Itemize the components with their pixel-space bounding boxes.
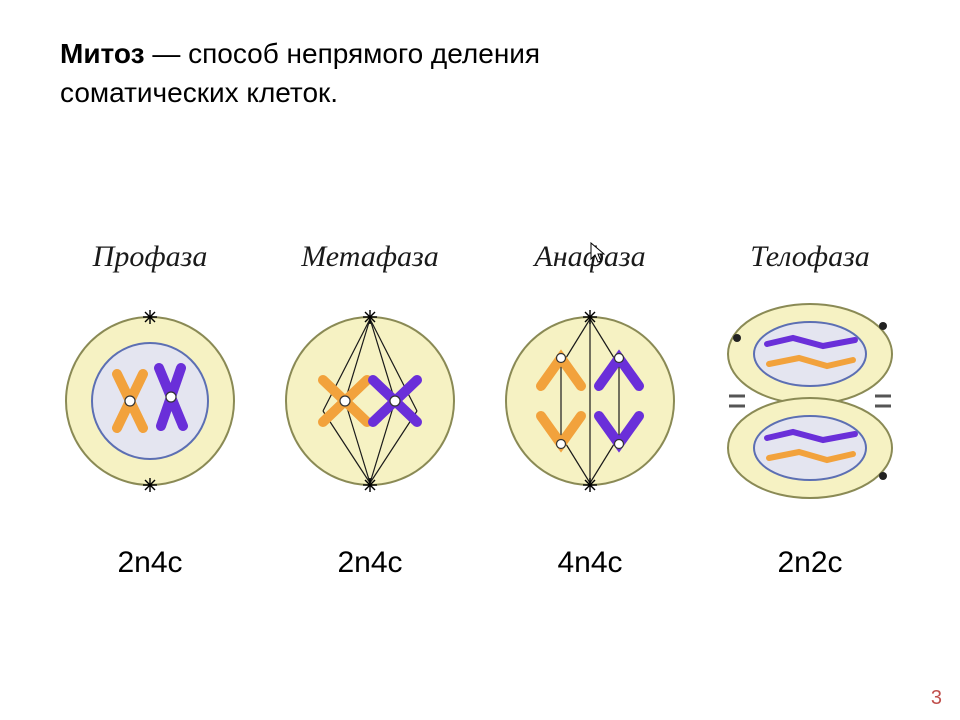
title-rest1: способ непрямого деления xyxy=(188,38,540,69)
phase-notation: 2n4c xyxy=(117,546,182,580)
cell-diagram-metaphase xyxy=(275,296,465,506)
cell-diagram-anaphase xyxy=(495,296,685,506)
phase-anaphase: Анафаза xyxy=(483,240,698,580)
title-term: Митоз xyxy=(60,38,145,69)
phases-row: Профаза 2n4c xyxy=(40,240,920,580)
phase-label: Телофаза xyxy=(750,240,870,296)
title: Митоз — способ непрямого деления соматич… xyxy=(60,34,540,112)
phase-metaphase: Метафаза xyxy=(263,240,478,580)
phase-telophase: Телофаза 2n2c xyxy=(703,240,918,580)
phase-notation: 2n2c xyxy=(777,546,842,580)
title-rest2: соматических клеток. xyxy=(60,77,338,108)
phase-label: Анафаза xyxy=(534,240,645,296)
phase-prophase: Профаза 2n4c xyxy=(43,240,258,580)
phase-label: Профаза xyxy=(93,240,208,296)
page-number: 3 xyxy=(931,687,942,710)
cell-diagram-telophase xyxy=(715,296,905,506)
cell-diagram-prophase xyxy=(55,296,245,506)
title-dash: — xyxy=(145,38,189,69)
phase-notation: 2n4c xyxy=(337,546,402,580)
phase-label: Метафаза xyxy=(301,240,439,296)
phase-notation: 4n4c xyxy=(557,546,622,580)
